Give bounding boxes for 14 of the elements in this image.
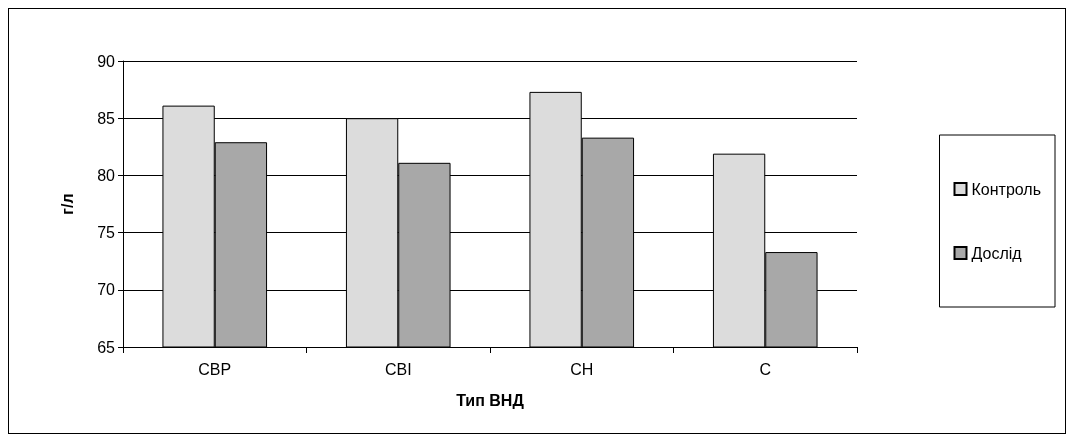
x-axis-title: Тип ВНД [456,391,525,409]
legend-label: Контроль [971,180,1041,198]
x-tick-label: С [759,360,772,378]
x-tick-label: СН [570,360,594,378]
y-tick-label: 75 [97,224,116,242]
y-tick-label: 80 [97,166,116,184]
x-tick-label: СВІ [384,360,412,378]
y-tick-label: 70 [97,281,116,299]
legend-label: Дослід [971,244,1023,262]
x-tick-label: СВР [198,360,232,378]
y-tick-label: 65 [97,338,116,356]
y-tick-label: 90 [97,52,116,70]
y-axis-title: г/л [58,193,76,215]
y-tick-label: 85 [97,109,116,127]
